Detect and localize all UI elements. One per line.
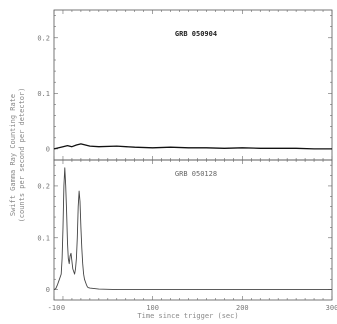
x-tick-label: 200 <box>236 304 249 312</box>
x-tick-label: -10 <box>48 304 61 312</box>
bottom-panel-frame <box>53 159 333 301</box>
y-tick-label: 0 <box>46 145 50 153</box>
light-curve-line <box>53 143 332 150</box>
y-axis-label-line2: (counts per second per detector) <box>18 88 26 223</box>
bottom-panel-ticks: 00.10.2-10 0 100 200 300 <box>37 160 337 312</box>
top-panel-ticks: 0 0.1 0.2 <box>37 10 333 160</box>
y-tick-label: 0.2 <box>37 182 50 190</box>
top-panel-series <box>53 143 332 150</box>
x-axis-label: Time since trigger (sec) <box>137 312 238 320</box>
y-tick-label: 0.2 <box>37 34 50 42</box>
y-axis-label-line1: Swift Gamma Ray Counting Rate <box>9 94 17 216</box>
x-tick-label: 100 <box>146 304 159 312</box>
y-tick-label: 0 <box>46 286 50 294</box>
light-curve-line <box>53 167 332 291</box>
y-tick-label: 0.1 <box>37 90 50 98</box>
bottom-panel-series <box>53 167 332 291</box>
top-panel-title: GRB 050904 <box>175 30 217 38</box>
x-tick-label: 0 <box>61 304 65 312</box>
bottom-panel-title: GRB 050128 <box>175 170 217 178</box>
x-tick-label: 300 <box>326 304 337 312</box>
y-tick-label: 0.1 <box>37 234 50 242</box>
